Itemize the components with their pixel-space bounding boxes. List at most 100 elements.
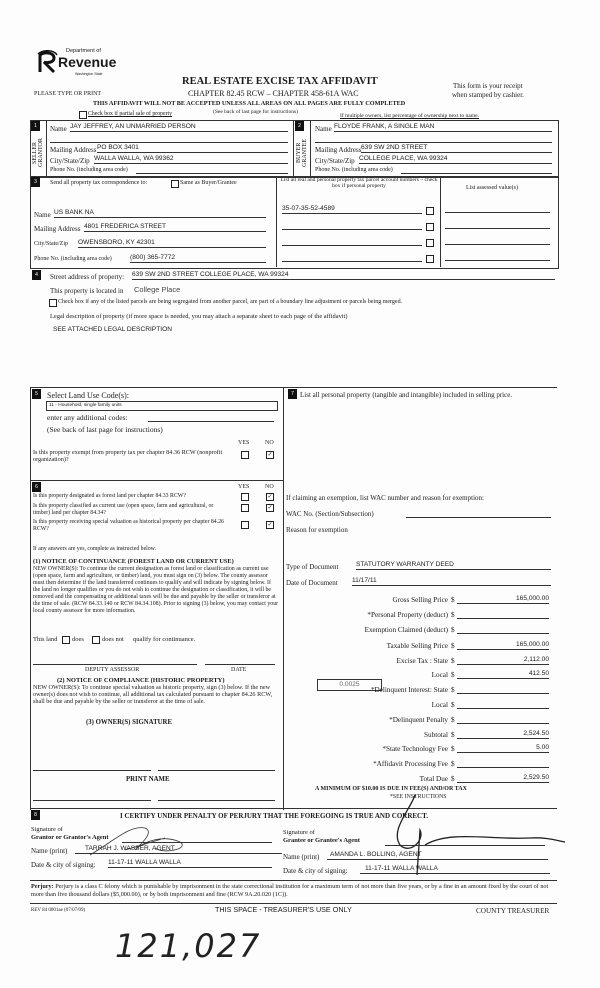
amount-label: Local (431, 671, 448, 679)
amount-label: *Affidavit Processing Fee (373, 760, 448, 768)
buyer-name-field[interactable]: FLOYDE FRANK, A SINGLE MAN (334, 123, 552, 132)
amount-field[interactable]: 2,529.50 (457, 774, 549, 783)
corr-name-field[interactable]: US BANK NA (54, 209, 266, 218)
currency-symbol: $ (451, 760, 455, 768)
amount-field[interactable] (457, 625, 549, 634)
amount-label: Excise Tax : State (396, 657, 448, 665)
parcel-field[interactable]: 35-07-35-52-4589 (282, 205, 422, 214)
currency-symbol: $ (451, 596, 455, 604)
amount-field[interactable]: 165,000.00 (457, 641, 549, 650)
revenue-logo-mark (37, 50, 58, 74)
amount-label: Gross Selling Price (392, 596, 449, 604)
seller-mail-field[interactable]: PO BOX 3401 (97, 144, 288, 153)
current-use-yes-checkbox[interactable] (241, 504, 249, 512)
amount-label: Exemption Claimed (deduct) (364, 626, 448, 634)
amount-label: Subtotal (424, 731, 448, 739)
amount-label: *Personal Property (deduct) (367, 611, 448, 619)
personal-property-checkbox[interactable] (426, 223, 434, 231)
parcel-field[interactable] (282, 253, 422, 262)
amount-field[interactable]: 2,112.00 (457, 656, 549, 665)
amount-label: *Delinquent Interest: State (370, 686, 448, 694)
doc-type-field[interactable]: STATUTORY WARRANTY DEED (356, 561, 551, 570)
exempt-no-checkbox[interactable]: ✓ (266, 451, 274, 459)
currency-symbol: $ (451, 642, 455, 650)
seller-name-field[interactable]: JAY JEFFREY, AN UNMARRIED PERSON (70, 123, 288, 132)
perjury-notice: Perjury: Perjury is a class C felony whi… (31, 883, 549, 898)
grantor-signature (89, 827, 183, 856)
buyer-city-field[interactable]: COLLEGE PLACE, WA 99324 (359, 155, 552, 164)
currency-symbol: $ (451, 701, 455, 709)
personal-property-checkbox[interactable] (426, 239, 434, 247)
currency-symbol: $ (451, 626, 455, 634)
parcel-field[interactable] (282, 221, 422, 230)
amount-label: Taxable Selling Price (386, 642, 448, 650)
currency-symbol: $ (451, 716, 455, 724)
doc-date-field[interactable]: 11/17/11 (352, 577, 551, 586)
amount-field[interactable] (457, 700, 549, 709)
assessed-value-field[interactable] (445, 204, 550, 213)
grantee-date-field[interactable]: 11-17-11 WALLA WALLA (360, 865, 550, 874)
chapter: CHAPTER 82.45 RCW – CHAPTER 458-61A WAC (188, 89, 359, 98)
amount-field[interactable] (457, 715, 549, 724)
parcel-field[interactable] (282, 237, 422, 246)
amount-field[interactable]: 165,000.00 (457, 595, 549, 604)
assessed-value-field[interactable] (445, 236, 550, 245)
amount-label: Local (431, 701, 448, 709)
partial-sale-checkbox[interactable] (79, 111, 87, 119)
assessed-value-field[interactable] (445, 252, 550, 261)
seller-name-line2[interactable] (50, 134, 288, 143)
grantee-name-field[interactable]: AMANDA L. BOLLING, AGENT (327, 851, 548, 860)
currency-symbol: $ (451, 657, 455, 665)
personal-property-checkbox[interactable] (426, 207, 434, 215)
warning: THIS AFFIDAVIT WILL NOT BE ACCEPTED UNLE… (93, 100, 406, 107)
currency-symbol: $ (451, 775, 455, 783)
assessed-value-field[interactable] (445, 220, 550, 229)
amount-field[interactable]: 5.00 (457, 744, 549, 753)
seller-city-field[interactable]: WALLA WALLA, WA 99362 (94, 155, 288, 164)
corr-phone-field[interactable]: (800) 365-7772 (130, 254, 266, 263)
section-number: 2 (295, 121, 304, 131)
currency-symbol: $ (451, 745, 455, 753)
local-rate-field[interactable]: 0.0025 (317, 679, 382, 691)
buyer-mail-field[interactable]: 639 SW 2ND STREET (361, 144, 552, 153)
current-use-no-checkbox[interactable]: ✓ (266, 504, 274, 512)
legal-description[interactable]: SEE ATTACHED LEGAL DESCRIPTION (53, 326, 172, 333)
buyer-name-line2[interactable] (315, 134, 552, 143)
amount-label: *Delinquent Penalty (389, 716, 448, 724)
correspondence-box (30, 176, 559, 269)
section-number: 1 (31, 121, 40, 131)
personal-property-checkbox[interactable] (426, 255, 434, 263)
historic-yes-checkbox[interactable] (241, 521, 249, 529)
forest-no-checkbox[interactable]: ✓ (266, 493, 274, 501)
historic-no-checkbox[interactable]: ✓ (266, 521, 274, 529)
buyer-phone-field[interactable] (401, 165, 552, 174)
form-title: REAL ESTATE EXCISE TAX AFFIDAVIT (182, 76, 378, 87)
currency-symbol: $ (451, 686, 455, 694)
amount-field[interactable] (457, 610, 549, 619)
property-street-field[interactable]: 639 SW 2ND STREET COLLEGE PLACE, WA 9932… (132, 271, 555, 280)
additional-codes-field[interactable] (148, 413, 274, 422)
amount-field[interactable] (457, 759, 549, 768)
amount-field[interactable]: 412.50 (457, 670, 549, 679)
land-use-code-select[interactable]: 11 - Household, single family units (46, 401, 278, 411)
seller-phone-field[interactable] (136, 165, 288, 174)
corr-city-field[interactable]: OWENSBORO, KY 42301 (78, 239, 266, 248)
currency-symbol: $ (451, 671, 455, 679)
exempt-yes-checkbox[interactable] (241, 451, 249, 459)
amount-field[interactable]: 2,524.50 (457, 730, 549, 739)
buyer-box (293, 120, 559, 178)
amount-field[interactable] (457, 685, 549, 694)
segregated-checkbox[interactable] (49, 299, 57, 307)
amount-label: Total Due (419, 775, 448, 783)
does-not-checkbox[interactable] (92, 636, 100, 644)
forest-yes-checkbox[interactable] (241, 493, 249, 501)
does-checkbox[interactable] (62, 636, 70, 644)
amount-label: *State Technology Fee (382, 745, 448, 753)
please-type: PLEASE TYPE OR PRINT (34, 91, 102, 97)
grantor-date-field[interactable]: 11-17-11 WALLA WALLA (108, 859, 272, 868)
corr-mail-field[interactable]: 4801 FREDERICA STREET (84, 223, 266, 232)
wac-field[interactable] (406, 509, 551, 518)
property-location-field[interactable]: College Place (134, 285, 181, 294)
same-as-buyer-checkbox[interactable] (171, 180, 179, 188)
